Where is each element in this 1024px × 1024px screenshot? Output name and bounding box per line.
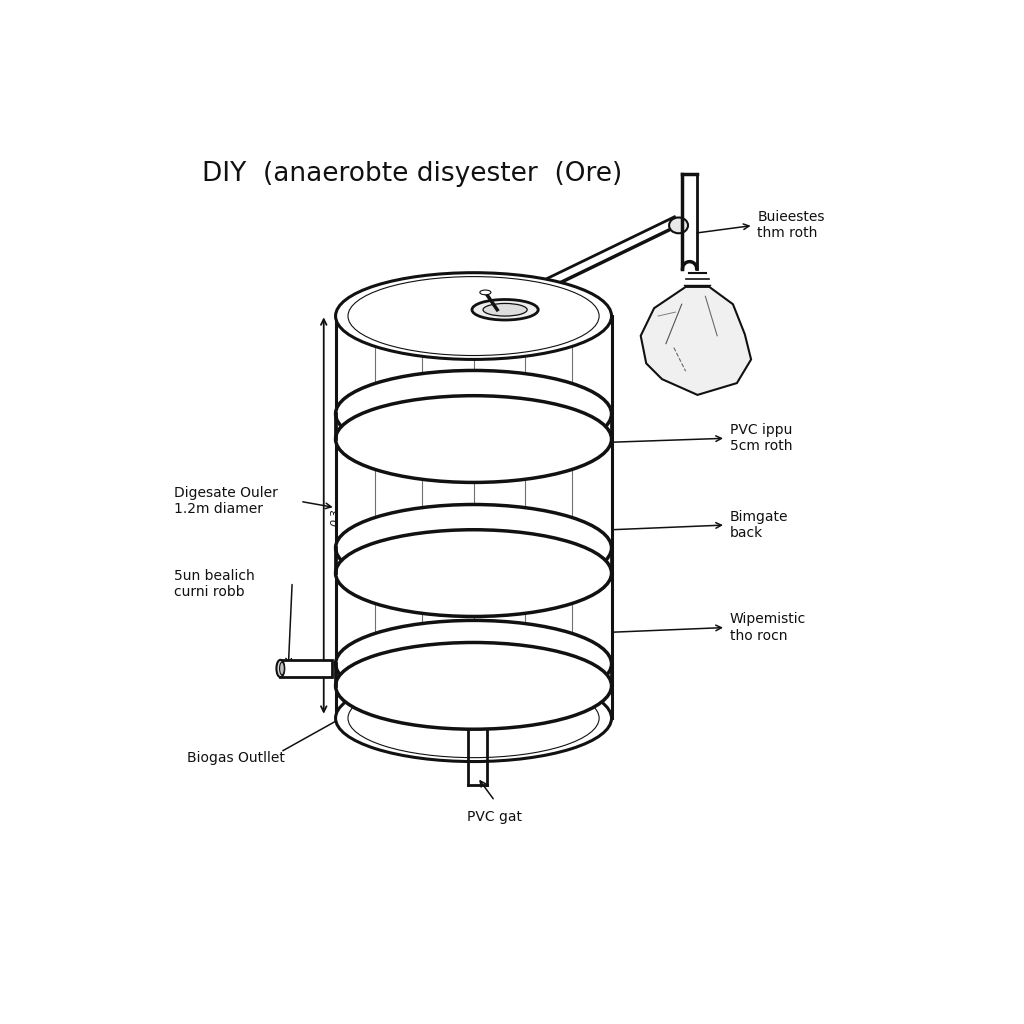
FancyBboxPatch shape [336,414,611,439]
Text: Bimgate
back: Bimgate back [730,510,788,540]
Ellipse shape [483,303,527,316]
Ellipse shape [336,395,611,482]
Text: PVC gat: PVC gat [467,810,522,824]
Ellipse shape [472,299,539,319]
Text: 5un bealich
curni robb: 5un bealich curni robb [174,569,255,599]
Ellipse shape [336,529,611,616]
FancyBboxPatch shape [336,664,611,686]
Text: Wipemistic
tho rocn: Wipemistic tho rocn [730,612,806,643]
Text: PVC ippu
5cm roth: PVC ippu 5cm roth [730,423,793,454]
Text: Buieestes
thm roth: Buieestes thm roth [758,210,825,241]
Ellipse shape [336,642,611,729]
Ellipse shape [276,659,285,677]
FancyBboxPatch shape [336,316,611,718]
Text: 0.3: 0.3 [331,508,341,526]
Ellipse shape [336,371,611,457]
FancyBboxPatch shape [281,659,332,677]
Ellipse shape [280,663,285,675]
Ellipse shape [669,217,688,233]
Ellipse shape [336,505,611,591]
Text: DIY  (anaerobte disyester  (Ore): DIY (anaerobte disyester (Ore) [202,161,622,187]
FancyBboxPatch shape [336,548,611,573]
Ellipse shape [336,621,611,708]
Ellipse shape [480,290,490,295]
Text: Biogas Outllet: Biogas Outllet [187,751,286,765]
Polygon shape [641,287,751,395]
Ellipse shape [336,675,611,762]
Text: Digesate Ouler
1.2m diamer: Digesate Ouler 1.2m diamer [174,486,278,516]
Ellipse shape [336,272,611,359]
